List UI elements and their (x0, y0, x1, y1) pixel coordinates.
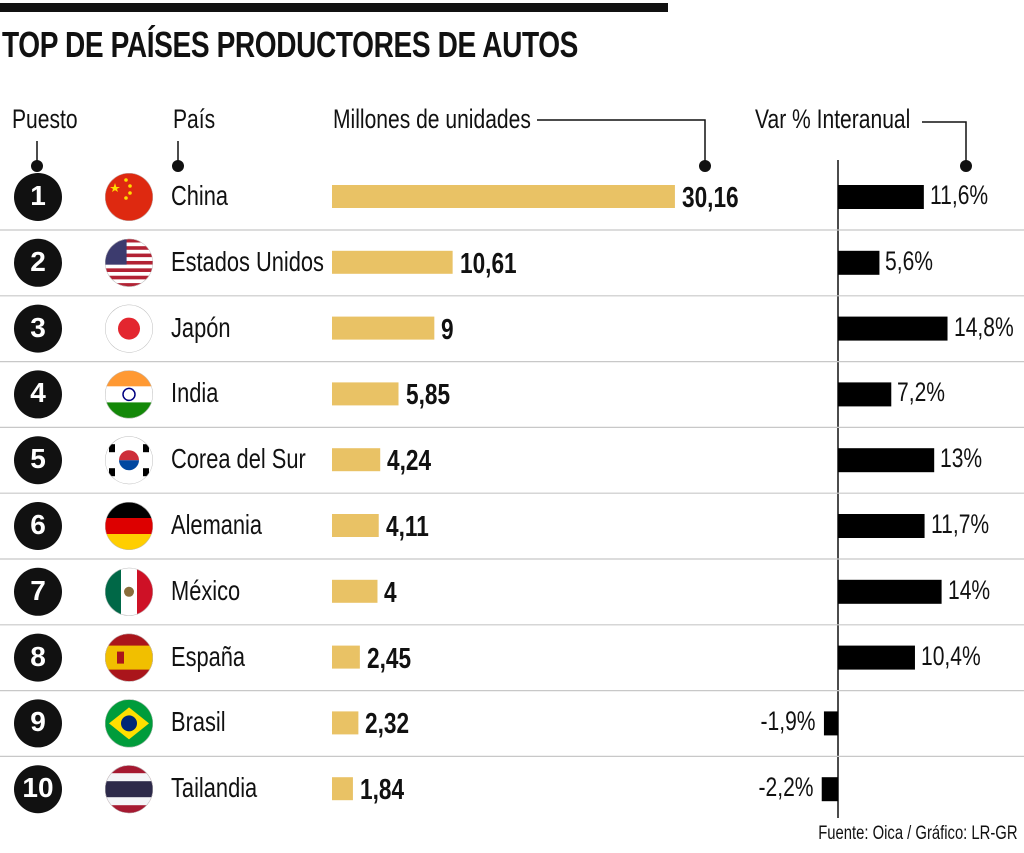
units-value-label: 1,84 (359, 774, 404, 807)
spain-flag-icon (105, 633, 153, 682)
var-bar (821, 777, 838, 802)
var-bar (838, 185, 924, 209)
china-flag-icon (105, 173, 153, 221)
country-label: México (171, 574, 241, 606)
india-flag-icon (105, 370, 153, 419)
var-bar (838, 250, 880, 275)
country-label: Japón (171, 311, 231, 343)
header-leaders (36, 119, 967, 164)
thailand-flag-icon (105, 765, 153, 814)
chart-title: TOP DE PAÍSES PRODUCTORES DE AUTOS (2, 24, 579, 65)
rank-circle (14, 173, 62, 221)
units-bar (332, 250, 453, 274)
rank-circle (14, 238, 62, 287)
var-bar (838, 382, 892, 407)
var-bar (838, 514, 925, 538)
usa-flag-icon (105, 238, 153, 287)
country-label: Brasil (171, 706, 226, 738)
source-note: Fuente: Oica / Gráfico: LR-GR (818, 823, 1018, 844)
rank-number: 1 (30, 180, 46, 211)
units-value-label: 4 (384, 576, 398, 609)
units-value-label: 4,24 (387, 445, 432, 478)
header-country: País (173, 104, 216, 134)
units-value-label: 9 (441, 313, 454, 346)
rank-circle (14, 765, 62, 814)
var-value-label: 14,8% (953, 311, 1014, 342)
units-value-label: 10,61 (459, 247, 517, 280)
rank-number: 5 (30, 443, 46, 475)
var-value-label: 7,2% (897, 377, 946, 408)
units-bar (332, 711, 359, 735)
header-var: Var % Interanual (755, 104, 911, 134)
var-bar (838, 316, 948, 341)
units-value-label: 30,16 (681, 182, 739, 214)
rank-number: 6 (30, 509, 46, 540)
top-rule (0, 3, 668, 12)
var-bar (838, 645, 915, 670)
country-label: Corea del Sur (171, 443, 306, 475)
units-value-label: 5,85 (405, 379, 450, 412)
japan-flag-icon (105, 304, 153, 353)
brazil-flag-icon (105, 699, 153, 748)
var-bar (838, 579, 942, 604)
units-bar (332, 316, 435, 340)
header-dots (31, 160, 972, 172)
var-value-label: 14% (947, 574, 990, 605)
var-value-label: -2,2% (758, 772, 814, 803)
rank-circle (14, 567, 62, 616)
rank-number: 8 (30, 640, 46, 672)
country-label: Alemania (171, 509, 263, 540)
units-bar (332, 185, 675, 208)
country-label: España (171, 640, 246, 672)
var-value-label: 11,7% (930, 509, 989, 539)
units-value-label: 4,11 (385, 511, 429, 543)
units-bar (332, 579, 378, 603)
var-value-label: 11,6% (929, 180, 988, 210)
var-bar (838, 448, 935, 473)
rank-circle (14, 304, 62, 353)
country-label: Estados Unidos (171, 245, 324, 277)
germany-flag-icon (105, 502, 153, 550)
var-value-label: 13% (940, 443, 983, 474)
units-bar (332, 382, 399, 406)
korea-flag-icon (105, 436, 153, 485)
rank-number: 10 (22, 772, 54, 804)
rank-circle (14, 633, 62, 682)
var-value-label: -1,9% (760, 706, 816, 737)
rank-circle (14, 699, 62, 748)
units-value-label: 2,45 (366, 642, 411, 675)
rank-circle (14, 370, 62, 419)
header-rank: Puesto (12, 104, 78, 134)
rank-number: 4 (30, 377, 46, 409)
units-bar (332, 777, 353, 801)
units-value-label: 2,32 (365, 708, 410, 741)
rank-number: 9 (30, 706, 46, 738)
mexico-flag-icon (105, 567, 153, 616)
units-bar (332, 448, 381, 472)
rank-number: 3 (30, 311, 46, 343)
rank-circle (14, 502, 62, 550)
units-bar (332, 514, 379, 537)
rank-number: 2 (30, 245, 46, 277)
rank-circle (14, 436, 62, 485)
rank-number: 7 (30, 574, 46, 606)
var-bar (823, 711, 838, 736)
country-label: India (171, 377, 219, 409)
var-value-label: 10,4% (920, 640, 981, 671)
header-units: Millones de unidades (333, 104, 531, 134)
country-label: China (171, 180, 229, 211)
units-bar (332, 645, 360, 669)
country-label: Tailandia (171, 772, 258, 804)
var-value-label: 5,6% (885, 245, 934, 276)
